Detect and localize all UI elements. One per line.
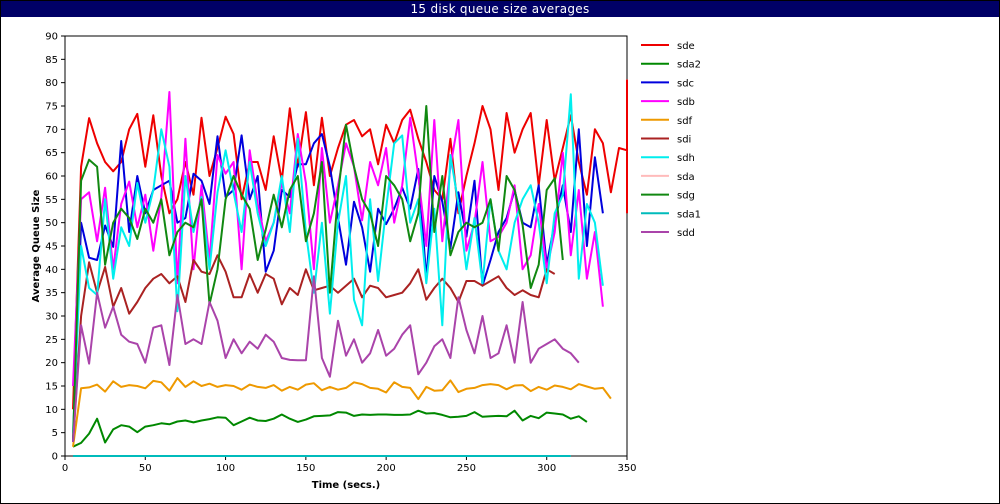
y-tick-label: 65 xyxy=(45,148,58,159)
series-line-sda2 xyxy=(72,409,588,448)
y-tick-label: 20 xyxy=(45,358,58,369)
y-tick-label: 15 xyxy=(45,382,58,393)
series-line-sdb xyxy=(72,91,604,387)
legend-label-sda1: sda1 xyxy=(677,209,701,220)
legend-label-sdh: sdh xyxy=(677,153,695,164)
x-axis-label: Time (secs.) xyxy=(312,480,381,491)
y-tick-label: 0 xyxy=(52,452,58,463)
legend-label-sdb: sdb xyxy=(677,97,695,108)
x-tick-label: 50 xyxy=(139,463,152,474)
line-chart: 0 5 10 15 20 25 30 35 40 45 50 55 60 65 70 75 80 85 90 0 50 1… xyxy=(31,32,701,492)
y-tick-label: 85 xyxy=(45,55,58,66)
plot-area xyxy=(64,35,628,457)
x-tick-label: 250 xyxy=(457,463,476,474)
y-tick-label: 50 xyxy=(45,218,58,229)
y-tick-label: 35 xyxy=(45,288,58,299)
x-tick-label: 150 xyxy=(296,463,315,474)
legend-label-sdg: sdg xyxy=(677,191,695,202)
y-tick-label: 70 xyxy=(45,125,58,136)
y-tick-label: 25 xyxy=(45,335,58,346)
legend-label-sdf: sdf xyxy=(677,116,693,127)
legend-label-sdc: sdc xyxy=(677,78,694,89)
y-tick-label: 40 xyxy=(45,265,58,276)
x-tick-label: 200 xyxy=(377,463,396,474)
x-tick-label: 100 xyxy=(216,463,235,474)
series-line-sdh xyxy=(72,93,604,433)
series-line-sdf xyxy=(72,377,612,447)
y-tick-label: 60 xyxy=(45,172,58,183)
y-tick-label: 90 xyxy=(45,32,58,43)
legend-label-sdd: sdd xyxy=(677,228,695,239)
chart-title: 15 disk queue size averages xyxy=(1,1,999,17)
y-tick-label: 45 xyxy=(45,242,58,253)
x-tick-label: 350 xyxy=(617,463,636,474)
y-tick-label: 75 xyxy=(45,102,58,113)
legend-label-sdi: sdi xyxy=(677,135,691,146)
y-tick-label: 55 xyxy=(45,195,58,206)
y-tick-label: 5 xyxy=(52,428,58,439)
legend-label-sde: sde xyxy=(677,41,695,52)
y-tick-label: 30 xyxy=(45,312,58,323)
y-tick-label: 10 xyxy=(45,405,58,416)
x-tick-label: 0 xyxy=(62,463,68,474)
y-axis-label: Average Queue Size xyxy=(31,189,42,302)
legend-label-sda2: sda2 xyxy=(677,60,701,71)
series-line-sdd xyxy=(72,275,580,443)
x-tick-label: 300 xyxy=(537,463,556,474)
legend-label-sda: sda xyxy=(677,172,695,183)
y-tick-label: 80 xyxy=(45,78,58,89)
series-line-sdg xyxy=(72,105,564,443)
